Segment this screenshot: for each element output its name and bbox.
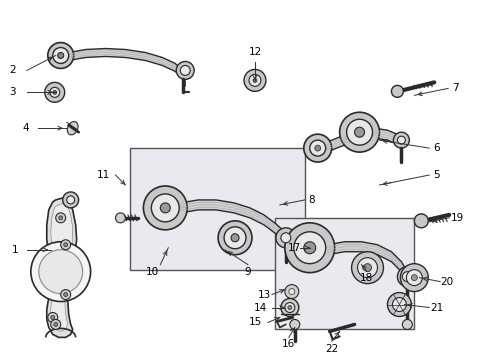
Text: 6: 6 <box>433 143 440 153</box>
Circle shape <box>59 216 63 220</box>
Circle shape <box>392 298 406 311</box>
Circle shape <box>244 69 266 91</box>
Circle shape <box>45 82 65 102</box>
Circle shape <box>397 136 405 144</box>
Circle shape <box>346 119 372 145</box>
Circle shape <box>64 243 68 247</box>
Circle shape <box>63 192 78 208</box>
Circle shape <box>290 319 300 329</box>
Ellipse shape <box>67 122 78 135</box>
Circle shape <box>176 62 194 80</box>
Circle shape <box>48 312 58 323</box>
Circle shape <box>352 252 384 284</box>
Polygon shape <box>47 198 76 337</box>
Polygon shape <box>328 242 407 282</box>
Circle shape <box>397 267 417 287</box>
Text: 13: 13 <box>258 289 271 300</box>
Circle shape <box>144 186 187 230</box>
Circle shape <box>355 127 365 137</box>
Text: 5: 5 <box>433 170 440 180</box>
Text: 1: 1 <box>12 245 18 255</box>
Text: 18: 18 <box>360 273 373 283</box>
Polygon shape <box>69 49 185 86</box>
Text: 15: 15 <box>248 318 262 328</box>
Circle shape <box>285 302 295 312</box>
Circle shape <box>310 140 326 156</box>
Circle shape <box>61 289 71 300</box>
Text: 19: 19 <box>450 213 464 223</box>
Circle shape <box>415 214 428 228</box>
Text: 11: 11 <box>97 170 110 180</box>
Circle shape <box>393 132 409 148</box>
Circle shape <box>116 213 125 223</box>
Circle shape <box>51 319 61 329</box>
Circle shape <box>31 242 91 302</box>
Circle shape <box>285 285 299 298</box>
Circle shape <box>50 87 60 97</box>
Text: 22: 22 <box>325 345 338 354</box>
Text: 20: 20 <box>441 276 454 287</box>
Circle shape <box>51 315 55 319</box>
Circle shape <box>180 66 190 75</box>
Polygon shape <box>51 203 73 332</box>
Text: 16: 16 <box>282 339 295 349</box>
Circle shape <box>160 203 171 213</box>
Circle shape <box>67 196 74 204</box>
Circle shape <box>402 272 413 282</box>
Text: 21: 21 <box>431 302 444 312</box>
Circle shape <box>285 223 335 273</box>
Circle shape <box>392 85 403 97</box>
Circle shape <box>281 233 291 243</box>
Circle shape <box>48 42 74 68</box>
Text: 17: 17 <box>288 243 301 253</box>
Circle shape <box>151 194 179 222</box>
Circle shape <box>218 221 252 255</box>
Text: 14: 14 <box>253 302 267 312</box>
Circle shape <box>340 112 379 152</box>
Circle shape <box>281 298 299 316</box>
Circle shape <box>388 293 412 316</box>
Circle shape <box>315 145 321 151</box>
Polygon shape <box>180 200 286 243</box>
Bar <box>130 148 305 270</box>
Circle shape <box>294 232 326 264</box>
Circle shape <box>39 250 83 293</box>
Text: 8: 8 <box>308 195 315 205</box>
Circle shape <box>61 240 71 250</box>
Circle shape <box>249 75 261 86</box>
Circle shape <box>364 264 371 272</box>
Circle shape <box>53 90 57 94</box>
Circle shape <box>53 48 69 63</box>
Text: 9: 9 <box>245 267 251 276</box>
Circle shape <box>54 323 58 327</box>
Polygon shape <box>325 128 399 153</box>
Circle shape <box>358 258 377 278</box>
Text: 4: 4 <box>23 123 29 133</box>
Circle shape <box>412 275 417 280</box>
Circle shape <box>406 270 422 285</box>
Bar <box>275 218 415 329</box>
Circle shape <box>276 228 296 248</box>
Circle shape <box>288 306 292 310</box>
Text: 3: 3 <box>10 87 16 97</box>
Circle shape <box>304 242 316 254</box>
Circle shape <box>56 213 66 223</box>
Text: 7: 7 <box>452 84 459 93</box>
Text: 12: 12 <box>248 48 262 58</box>
Circle shape <box>400 264 428 292</box>
Circle shape <box>402 319 413 329</box>
Circle shape <box>253 78 257 82</box>
Circle shape <box>231 234 239 242</box>
Circle shape <box>58 53 64 58</box>
Circle shape <box>289 289 295 294</box>
Text: 10: 10 <box>146 267 159 276</box>
Text: 2: 2 <box>10 66 16 76</box>
Circle shape <box>224 227 246 249</box>
Circle shape <box>304 134 332 162</box>
Circle shape <box>64 293 68 297</box>
